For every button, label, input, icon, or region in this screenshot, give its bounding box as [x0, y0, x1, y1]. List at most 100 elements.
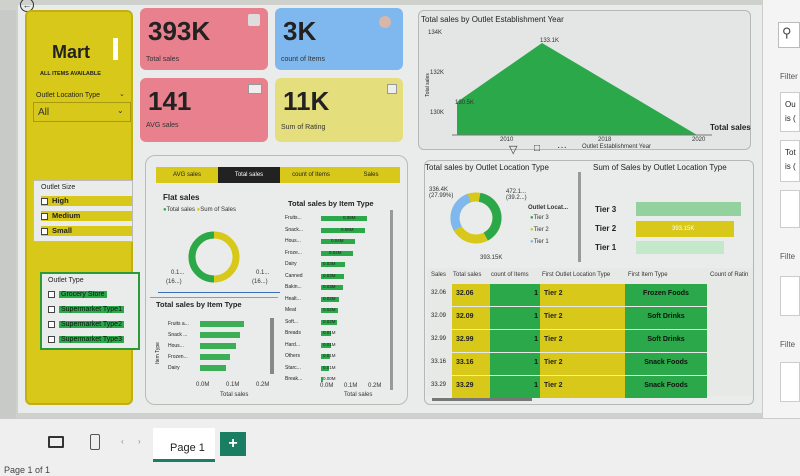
donut-label-bottom: 393.15K: [480, 255, 503, 261]
tab-avg-sales[interactable]: AVG sales: [156, 167, 218, 183]
small-scrollbar[interactable]: [270, 318, 274, 374]
tier-label-1: Tier 1: [595, 243, 617, 252]
tab-sales[interactable]: Sales: [342, 167, 400, 183]
bar-value-label: 0.02M: [323, 295, 336, 301]
page-tab[interactable]: [153, 428, 215, 462]
table-row[interactable]: 33.16 33.16 1 Tier 2 Snack Foods: [427, 353, 753, 375]
type-option-super2[interactable]: Supermarket Type2: [48, 320, 138, 329]
bar-row-label: Starc...: [285, 364, 301, 371]
checkbox-icon: [48, 320, 55, 328]
type-option-grocery[interactable]: Grocery Store: [48, 290, 138, 299]
add-page-button[interactable]: +: [220, 432, 246, 456]
bar-row-label: Froze...: [285, 249, 302, 256]
fat-underline: [158, 292, 280, 293]
type-option-super3[interactable]: Supermarket Type3: [48, 335, 138, 344]
more-options-icon[interactable]: ···: [557, 142, 567, 153]
size-option-small[interactable]: Small: [41, 226, 132, 236]
donut-scrollbar[interactable]: [578, 172, 581, 262]
filter-card-1[interactable]: [780, 92, 800, 132]
tier-label-2: Tier 2: [595, 224, 617, 233]
filter-card1-line1: Ou: [785, 100, 796, 109]
chevron-down-icon: ⌄: [117, 106, 124, 115]
filter-card-2[interactable]: [780, 140, 800, 182]
big-axis-1: 0.1M: [344, 383, 358, 389]
bar-row-label: Fruits a...: [168, 321, 189, 327]
kpi-value: 141: [148, 86, 192, 116]
bar: [321, 262, 345, 267]
filter-card-4[interactable]: [780, 276, 800, 316]
tab-count-items[interactable]: count of Items: [280, 167, 342, 183]
fat-label-right2: (16...): [252, 279, 268, 285]
type-label: Outlet Type: [48, 277, 84, 284]
filter-card-3[interactable]: [780, 190, 800, 228]
location-dropdown[interactable]: [33, 102, 131, 122]
bar-value-label: 0.01M: [323, 341, 336, 347]
cell-text: Soft Drinks: [647, 313, 685, 320]
table-cell-count: 1: [490, 284, 540, 306]
table-row[interactable]: 32.09 32.09 1 Tier 2 Soft Drinks: [427, 307, 753, 329]
next-page-icon[interactable]: ›: [138, 437, 141, 446]
donut-legend-tier3: ●Tier 3: [530, 215, 549, 221]
bar: [321, 250, 353, 256]
table-scrollbar[interactable]: [432, 398, 532, 401]
item-type-bar-chart: Fruits... 0.06M Snack... 0.06M Hous... 0.04M F…: [285, 210, 385, 390]
tab-label: Total sales: [234, 172, 264, 178]
checkbox-icon: [48, 335, 55, 343]
cell-text: Snack Foods: [644, 382, 688, 389]
item-type-scrollbar[interactable]: [390, 210, 393, 390]
table-cell-total: 32.09: [452, 307, 490, 329]
size-option-medium[interactable]: Medium: [41, 211, 132, 221]
bar-value-label: 0.01M: [323, 330, 336, 335]
size-option-high[interactable]: High: [41, 196, 132, 206]
type-option-super1[interactable]: Supermarket Type1: [48, 305, 138, 314]
donut-legend-tier2: ●Tier 2: [530, 227, 549, 233]
bar: [321, 308, 338, 313]
legend-label: Tier 1: [533, 239, 549, 245]
prev-page-icon[interactable]: ‹: [121, 437, 124, 446]
cell-text: 33.16: [456, 359, 474, 366]
table-cell-total: 33.29: [452, 376, 490, 398]
bar-row-label: Meat: [285, 307, 297, 313]
bar-row: Snack ...: [168, 331, 268, 341]
table-cell-sales: 33.29: [427, 376, 452, 398]
slicer-scroll-handle[interactable]: [113, 38, 118, 60]
tab-total-sales[interactable]: Total sales: [218, 167, 280, 183]
table-row[interactable]: 32.06 32.06 1 Tier 2 Frozen Foods: [427, 284, 753, 306]
kpi-value: 393K: [148, 16, 211, 46]
tab-label: count of Items: [292, 172, 330, 178]
desktop-view-icon[interactable]: [48, 436, 64, 448]
type-option-label: Grocery Store: [59, 291, 107, 298]
filter-icon[interactable]: ▽: [509, 144, 518, 156]
bar-row: Dairy: [168, 364, 268, 374]
bar-row: Others 0.01M: [285, 352, 385, 362]
checkbox-icon: [41, 212, 48, 220]
table-row[interactable]: 33.29 33.29 1 Tier 2 Snack Foods: [427, 376, 753, 398]
cell-text: 32.99: [431, 336, 447, 342]
bar: [200, 354, 230, 360]
table-cell-tier: Tier 2: [540, 353, 625, 375]
table-cell-item: Soft Drinks: [625, 330, 707, 352]
small-xlabel: Total sales: [220, 392, 249, 398]
year-ytick-0: 134K: [428, 30, 443, 36]
bar-value-label: 0.03M: [323, 272, 336, 278]
location-label: Outlet Location Type: [36, 92, 101, 99]
bar: [321, 227, 365, 233]
size-label: Outlet Size: [41, 184, 76, 191]
filter-card-5[interactable]: [780, 362, 800, 402]
bar: [200, 332, 240, 338]
checkbox-icon: [48, 290, 55, 298]
cell-text: 32.99: [456, 336, 474, 343]
cell-text: 1: [534, 336, 538, 343]
filter-card2-line1: Tot: [785, 148, 796, 157]
legend-dot-icon: ●: [530, 227, 534, 233]
focus-mode-icon[interactable]: □: [534, 143, 541, 154]
mobile-view-icon[interactable]: [90, 434, 100, 450]
location-chevron-icon: ⌄: [119, 91, 125, 98]
table-row[interactable]: 32.99 32.99 1 Tier 2 Soft Drinks: [427, 330, 753, 352]
bar-row: Hard... 0.01M: [285, 341, 385, 351]
bar: [321, 377, 323, 382]
filters-label-2: Filte: [780, 252, 796, 261]
bar-row-label: Frozen...: [168, 354, 188, 360]
big-xlabel: Total sales: [344, 392, 373, 398]
small-axis-2: 0.2M: [256, 382, 270, 388]
